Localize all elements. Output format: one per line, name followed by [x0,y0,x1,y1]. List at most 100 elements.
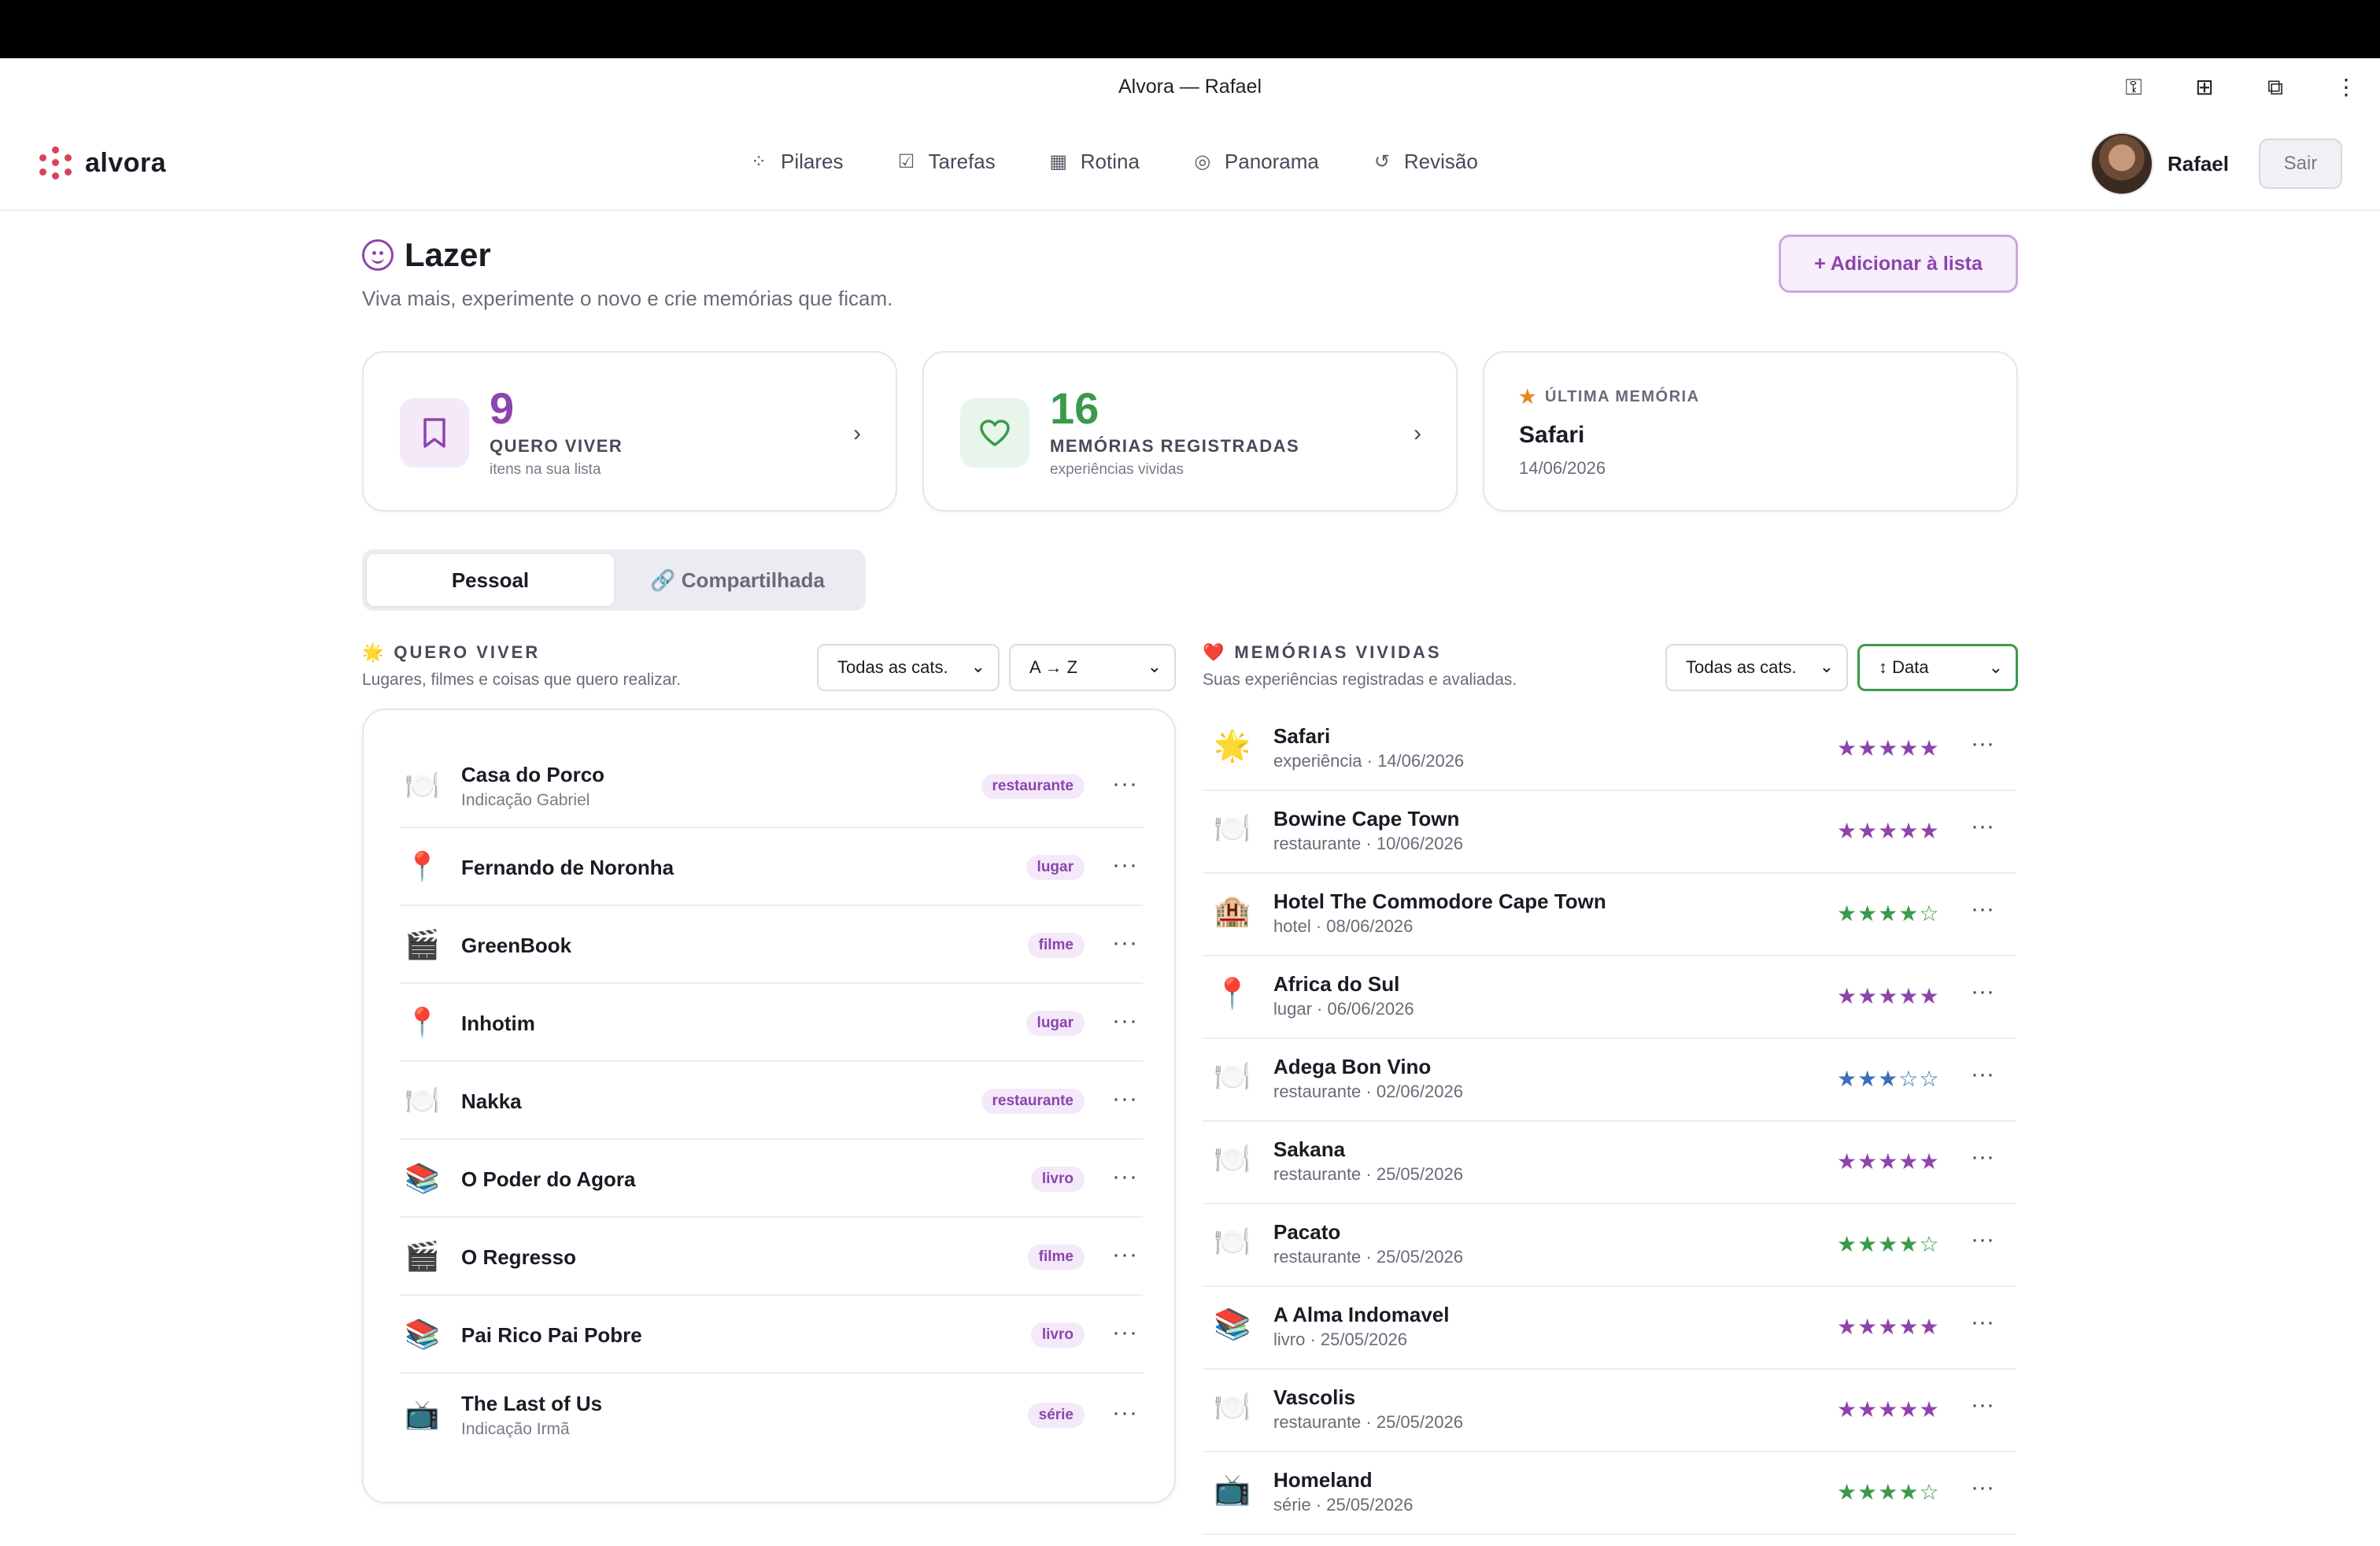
memory-row[interactable]: 📍 Africa do Sul lugar · 06/06/2026 ★★★★★ ··· [1203,956,2016,1039]
add-to-list-button[interactable]: + Adicionar à lista [1779,235,2018,293]
kebab-menu-icon[interactable]: ⋮ [2335,75,2357,99]
more-options-icon[interactable]: ··· [1112,1241,1138,1267]
chevron-right-icon: › [853,420,861,446]
list-item[interactable]: 📍 Inhotim lugar ··· [400,984,1143,1062]
key-icon[interactable]: ⚿ [2125,75,2142,99]
brand-name: alvora [85,147,167,178]
more-options-icon[interactable]: ··· [1112,1400,1138,1426]
window-title: Alvora — Rafael [1118,76,1262,98]
memory-row[interactable]: 🍽️ Bowine Cape Town restaurante · 10/06/20… [1203,791,2016,874]
stat-card-want[interactable]: 9 QUERO VIVER itens na sua lista › [362,351,897,512]
item-type-icon: 📺 [405,1398,440,1430]
nav-label: Revisão [1403,150,1478,173]
more-options-icon[interactable]: ··· [1971,730,1994,756]
rating-stars: ★★★★★ [1837,1396,1940,1422]
nav-label: Rotina [1080,150,1140,173]
list-item[interactable]: 📺 The Last of Us Indicação Irmã série ··· [400,1374,1143,1457]
memory-subtitle: restaurante · 25/05/2026 [1273,1164,1463,1184]
stat-label: MEMÓRIAS REGISTRADAS [1050,436,1300,456]
nav-panorama[interactable]: ◎ Panorama [1192,150,1319,174]
more-options-icon[interactable]: ··· [1971,1061,1994,1087]
translate-icon[interactable]: ⊞ [2195,75,2214,99]
item-title: The Last of Us [461,1392,603,1415]
more-options-icon[interactable]: ··· [1971,1226,1994,1252]
more-options-icon[interactable]: ··· [1971,813,1994,839]
memory-row[interactable]: 🍽️ Sakana restaurante · 25/05/2026 ★★★★★ ··· [1203,1122,2016,1204]
item-type-icon: 📚 [405,1317,440,1350]
memory-row[interactable]: 🍽️ Vascolis restaurante · 25/05/2026 ★★★★★ ·… [1203,1370,2016,1452]
last-memory-header: ★ ÚLTIMA MEMÓRIA [1519,386,1700,409]
list-item[interactable]: 🍽️ Nakka restaurante ··· [400,1062,1143,1140]
brand-logo[interactable]: alvora [39,146,166,179]
item-title: Pai Rico Pai Pobre [461,1322,642,1347]
extension-icon[interactable]: ⧉ [2267,75,2283,99]
rating-stars: ★★★★★ [1837,818,1940,844]
star-filled-icon: ★ [1857,1232,1879,1256]
more-options-icon[interactable]: ··· [1971,1144,1994,1170]
star-filled-icon: ★ [1857,1315,1879,1339]
item-type-icon: 🍽️ [1214,812,1251,845]
memories-category-select[interactable]: Todas as cats. ⌄ [1665,644,1848,691]
more-options-icon[interactable]: ··· [1971,978,1994,1004]
star-emoji-icon: 🌟 [362,642,386,662]
category-badge: livro [1030,1166,1085,1192]
star-filled-icon: ★ [1837,1149,1858,1174]
memory-row[interactable]: 🏨 Hotel The Commodore Cape Town hotel · 08… [1203,874,2016,956]
category-badge: restaurante [981,774,1085,799]
category-badge: série [1027,1403,1085,1428]
avatar[interactable] [2090,132,2153,195]
nav-revisao[interactable]: ↺ Revisão [1371,150,1478,174]
list-item[interactable]: 📚 O Poder do Agora livro ··· [400,1140,1143,1218]
bookmark-icon [400,398,469,468]
tab-pessoal[interactable]: Pessoal [367,554,614,606]
more-options-icon[interactable]: ··· [1112,851,1138,878]
list-item[interactable]: 🎬 GreenBook filme ··· [400,906,1143,984]
memory-row[interactable]: 🍽️ Pacato restaurante · 25/05/2026 ★★★★☆ ··· [1203,1204,2016,1287]
list-item[interactable]: 🍽️ Casa do Porco Indicação Gabriel restaura… [400,745,1143,828]
item-type-icon: 🍽️ [1214,1143,1251,1176]
more-options-icon[interactable]: ··· [1971,1474,1994,1500]
more-options-icon[interactable]: ··· [1112,1163,1138,1189]
nav-tarefas[interactable]: ☑ Tarefas [895,150,996,174]
more-options-icon[interactable]: ··· [1971,1309,1994,1335]
nav-rotina[interactable]: ▦ Rotina [1048,150,1140,174]
more-options-icon[interactable]: ··· [1112,771,1138,797]
want-sort-select[interactable]: A → Z ⌄ [1009,644,1176,691]
item-subtitle: Indicação Gabriel [461,791,590,809]
item-type-icon: 📍 [1214,978,1251,1011]
star-filled-icon: ★ [1837,736,1858,760]
item-type-icon: 🎬 [405,927,440,960]
memory-row[interactable]: 📺 Homeland série · 25/05/2026 ★★★★☆ ··· [1203,1452,2016,1535]
more-options-icon[interactable]: ··· [1112,1085,1138,1111]
item-type-icon: 🍽️ [405,1083,440,1116]
page-title: Lazer [405,236,491,273]
want-section-header: 🌟 QUERO VIVER Lugares, filmes e coisas q… [362,642,681,690]
memory-row[interactable]: 🌟 Safari experiência · 14/06/2026 ★★★★★ ··· [1203,708,2016,791]
star-filled-icon: ★ [1878,1315,1899,1339]
more-options-icon[interactable]: ··· [1112,1319,1138,1345]
more-options-icon[interactable]: ··· [1971,1392,1994,1418]
star-filled-icon: ★ [1837,1315,1858,1339]
memory-row[interactable]: 🍽️ Adega Bon Vino restaurante · 02/06/2026… [1203,1039,2016,1122]
page-header: Lazer Viva mais, experimente o novo e cr… [362,236,893,311]
list-item[interactable]: 📚 Pai Rico Pai Pobre livro ··· [400,1296,1143,1374]
tab-compartilhada[interactable]: 🔗 Compartilhada [650,568,825,592]
stat-card-memories[interactable]: 16 MEMÓRIAS REGISTRADAS experiências viv… [922,351,1458,512]
list-item[interactable]: 📍 Fernando de Noronha lugar ··· [400,828,1143,906]
more-options-icon[interactable]: ··· [1971,896,1994,922]
more-options-icon[interactable]: ··· [1112,929,1138,956]
chevron-down-icon: ⌄ [1147,656,1162,676]
want-category-select[interactable]: Todas as cats. ⌄ [817,644,1000,691]
list-item[interactable]: 🎬 O Regresso filme ··· [400,1218,1143,1296]
category-badge: filme [1027,1244,1085,1270]
nav-label: Panorama [1224,150,1319,173]
memory-row[interactable]: 📚 A Alma Indomavel livro · 25/05/2026 ★★★★★… [1203,1287,2016,1370]
logout-button[interactable]: Sair [2259,139,2342,189]
star-filled-icon: ★ [1898,1232,1920,1256]
nav-pilares[interactable]: ⁘ Pilares [748,150,844,174]
memories-sort-select[interactable]: ↕ Data ⌄ [1857,644,2018,691]
memory-title: Bowine Cape Town [1273,807,1460,830]
memory-subtitle: restaurante · 25/05/2026 [1273,1247,1463,1267]
dots-grid-icon: ⁘ [750,151,767,172]
more-options-icon[interactable]: ··· [1112,1007,1138,1034]
